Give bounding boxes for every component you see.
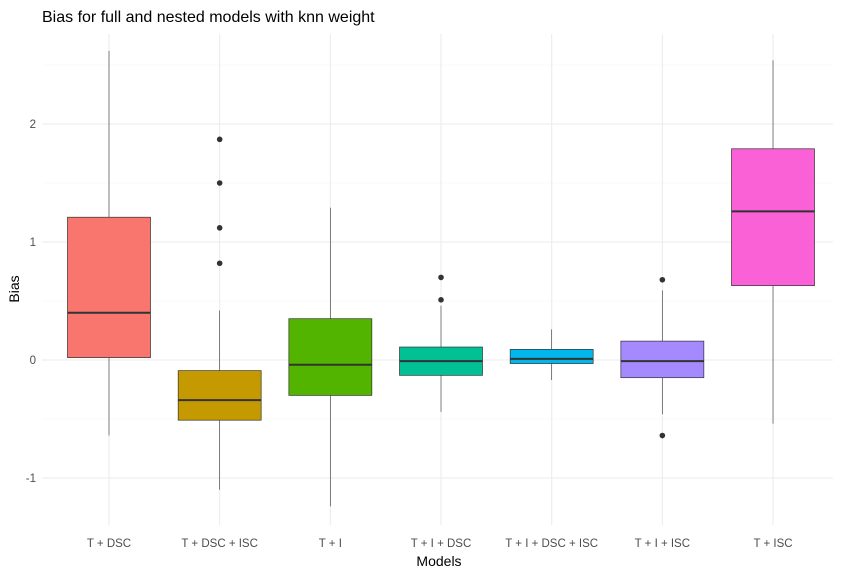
box — [509, 349, 594, 364]
x-tick-label: T + I + DSC — [411, 538, 472, 550]
y-tick-label: -1 — [26, 473, 36, 485]
x-tick-label: T + DSC + ISC — [181, 538, 257, 550]
x-tick-label: T + DSC — [87, 538, 131, 550]
box-group — [177, 136, 262, 490]
outlier-point — [659, 432, 666, 439]
box — [620, 340, 705, 379]
y-tick-label: 0 — [30, 355, 36, 367]
outlier-point — [438, 274, 444, 281]
outlier-point — [216, 180, 223, 186]
box-group — [509, 329, 594, 381]
box — [177, 370, 262, 421]
x-tick-label: T + ISC — [753, 538, 792, 550]
x-tick-label: T + I — [319, 538, 342, 550]
box — [288, 318, 373, 396]
chart-title: Bias for full and nested models with knn… — [42, 9, 375, 26]
box-group — [731, 60, 815, 424]
x-tick-label: T + I + ISC — [635, 538, 690, 550]
axes: -1 0 1 2 T + DSC T + DSC + ISC T + I T + I + DS… — [26, 119, 793, 550]
box-group — [620, 276, 705, 439]
x-axis-title: Models — [416, 553, 461, 569]
grid — [42, 34, 833, 525]
outlier-point — [216, 260, 223, 267]
box-group — [67, 50, 151, 436]
outlier-point — [438, 297, 444, 303]
y-tick-label: 2 — [30, 119, 36, 131]
y-tick-label: 1 — [30, 237, 36, 249]
box — [67, 216, 151, 358]
plot-marks — [67, 50, 815, 507]
outlier-point — [659, 276, 666, 283]
outlier-point — [216, 136, 223, 143]
box — [731, 148, 815, 287]
outlier-point — [216, 225, 223, 231]
x-tick-label: T + I + DSC + ISC — [505, 538, 598, 550]
y-axis-title: Bias — [6, 275, 22, 302]
box-group — [288, 207, 373, 507]
box-group — [399, 274, 483, 412]
